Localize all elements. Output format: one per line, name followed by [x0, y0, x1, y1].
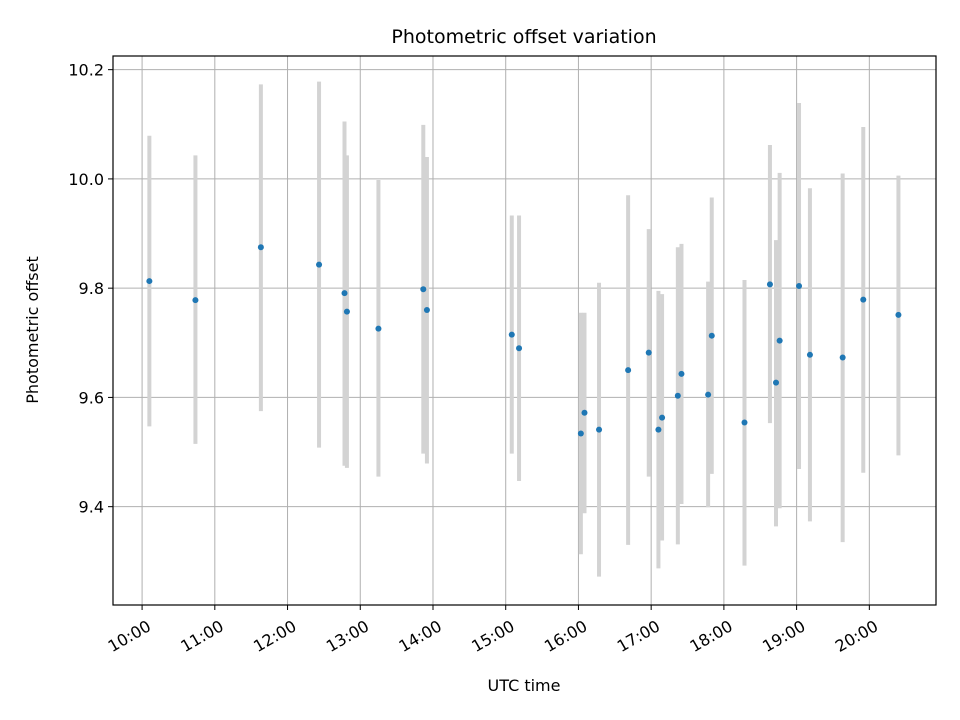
x-tick-label: 16:00 — [541, 616, 590, 656]
data-point — [776, 337, 783, 344]
y-tick-label: 9.4 — [79, 498, 104, 517]
data-point — [316, 261, 323, 268]
data-point — [645, 349, 652, 356]
data-point — [766, 281, 773, 288]
y-axis-label: Photometric offset — [23, 256, 42, 404]
x-tick-label: 12:00 — [250, 616, 299, 656]
x-tick-label: 15:00 — [468, 616, 517, 656]
data-point — [423, 307, 430, 314]
data-point — [895, 311, 902, 318]
data-point — [678, 370, 685, 377]
data-point — [192, 297, 199, 304]
data-point — [839, 354, 846, 361]
data-point — [257, 244, 264, 251]
x-tick-label: 18:00 — [686, 616, 735, 656]
data-point — [420, 286, 427, 293]
data-point — [516, 345, 523, 352]
data-point — [659, 414, 666, 421]
data-point — [508, 331, 515, 338]
data-point — [796, 282, 803, 289]
y-tick-label: 10.2 — [68, 61, 104, 80]
y-axis: 9.4 9.6 9.8 10.0 10.2 — [68, 61, 113, 517]
data-point — [741, 419, 748, 426]
chart-title: Photometric offset variation — [391, 26, 656, 48]
data-point — [655, 426, 662, 433]
data-point — [596, 426, 603, 433]
x-tick-label: 20:00 — [832, 616, 881, 656]
data-point — [341, 290, 348, 297]
x-tick-label: 10:00 — [105, 616, 154, 656]
data-point — [625, 367, 632, 374]
data-point — [806, 351, 813, 358]
data-point — [577, 430, 584, 437]
grid — [113, 56, 936, 605]
error-bars — [147, 81, 901, 577]
x-tick-label: 14:00 — [396, 616, 445, 656]
data-point — [343, 308, 350, 315]
x-tick-label: 13:00 — [323, 616, 372, 656]
data-point — [705, 391, 712, 398]
y-tick-label: 9.8 — [79, 279, 104, 298]
data-point — [860, 296, 867, 303]
x-tick-label: 11:00 — [177, 616, 226, 656]
data-points — [146, 244, 902, 437]
y-tick-label: 9.6 — [79, 388, 104, 407]
data-point — [375, 325, 382, 332]
data-point — [674, 392, 681, 399]
data-point — [773, 379, 780, 386]
data-point — [581, 409, 588, 416]
x-axis: 10:00 11:00 12:00 13:00 14:00 15:00 16:00 17:00… — [105, 605, 881, 656]
plot-frame — [112, 55, 937, 606]
data-point — [146, 278, 153, 285]
x-tick-label: 19:00 — [759, 616, 808, 656]
x-axis-label: UTC time — [488, 676, 561, 695]
x-tick-label: 17:00 — [614, 616, 663, 656]
y-tick-label: 10.0 — [68, 170, 104, 189]
data-point — [708, 332, 715, 339]
